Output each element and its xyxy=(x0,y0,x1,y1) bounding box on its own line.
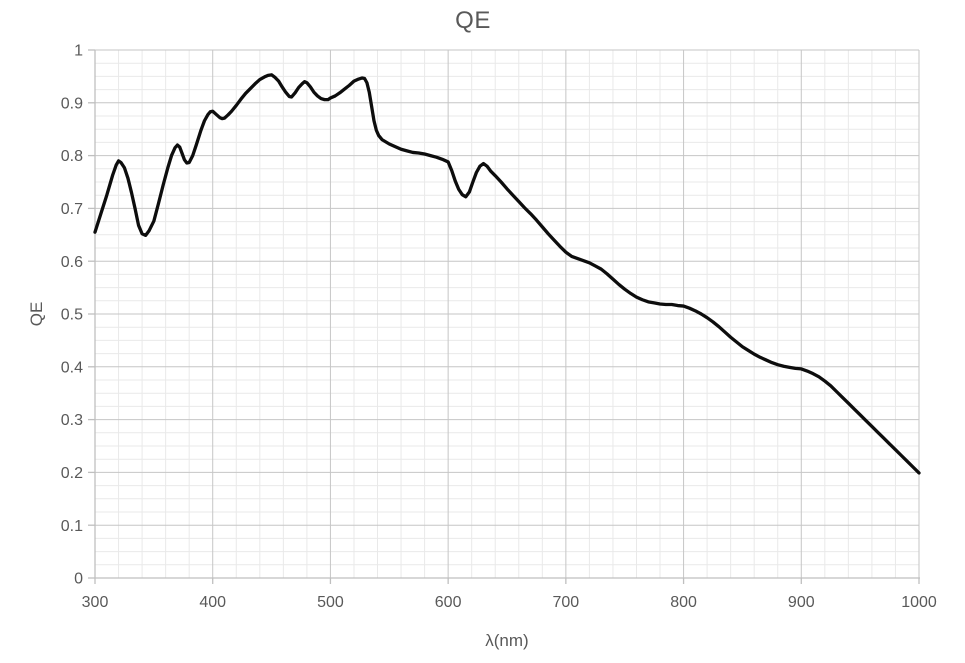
y-tick-label: 0.8 xyxy=(61,148,83,165)
x-tick-label: 500 xyxy=(317,594,344,611)
x-tick-label: 800 xyxy=(670,594,697,611)
chart-title: QE xyxy=(455,7,491,34)
y-tick-label: 0.1 xyxy=(61,518,83,535)
x-tick-label: 1000 xyxy=(901,594,937,611)
y-tick-label: 0.7 xyxy=(61,201,83,218)
y-tick-label: 0.3 xyxy=(61,412,83,429)
y-tick-label: 0.6 xyxy=(61,254,83,271)
y-tick-label: 1 xyxy=(74,43,83,60)
y-tick-label: 0 xyxy=(74,571,83,588)
x-tick-label: 400 xyxy=(199,594,226,611)
x-tick-label: 600 xyxy=(435,594,462,611)
y-tick-label: 0.5 xyxy=(61,307,83,324)
x-tick-label: 300 xyxy=(82,594,109,611)
y-tick-label: 0.9 xyxy=(61,95,83,112)
y-tick-label: 0.4 xyxy=(61,359,83,376)
y-tick-label: 0.2 xyxy=(61,465,83,482)
x-tick-label: 900 xyxy=(788,594,815,611)
qe-curve xyxy=(93,73,921,475)
x-axis-title: λ(nm) xyxy=(485,631,529,650)
x-tick-label: 700 xyxy=(553,594,580,611)
